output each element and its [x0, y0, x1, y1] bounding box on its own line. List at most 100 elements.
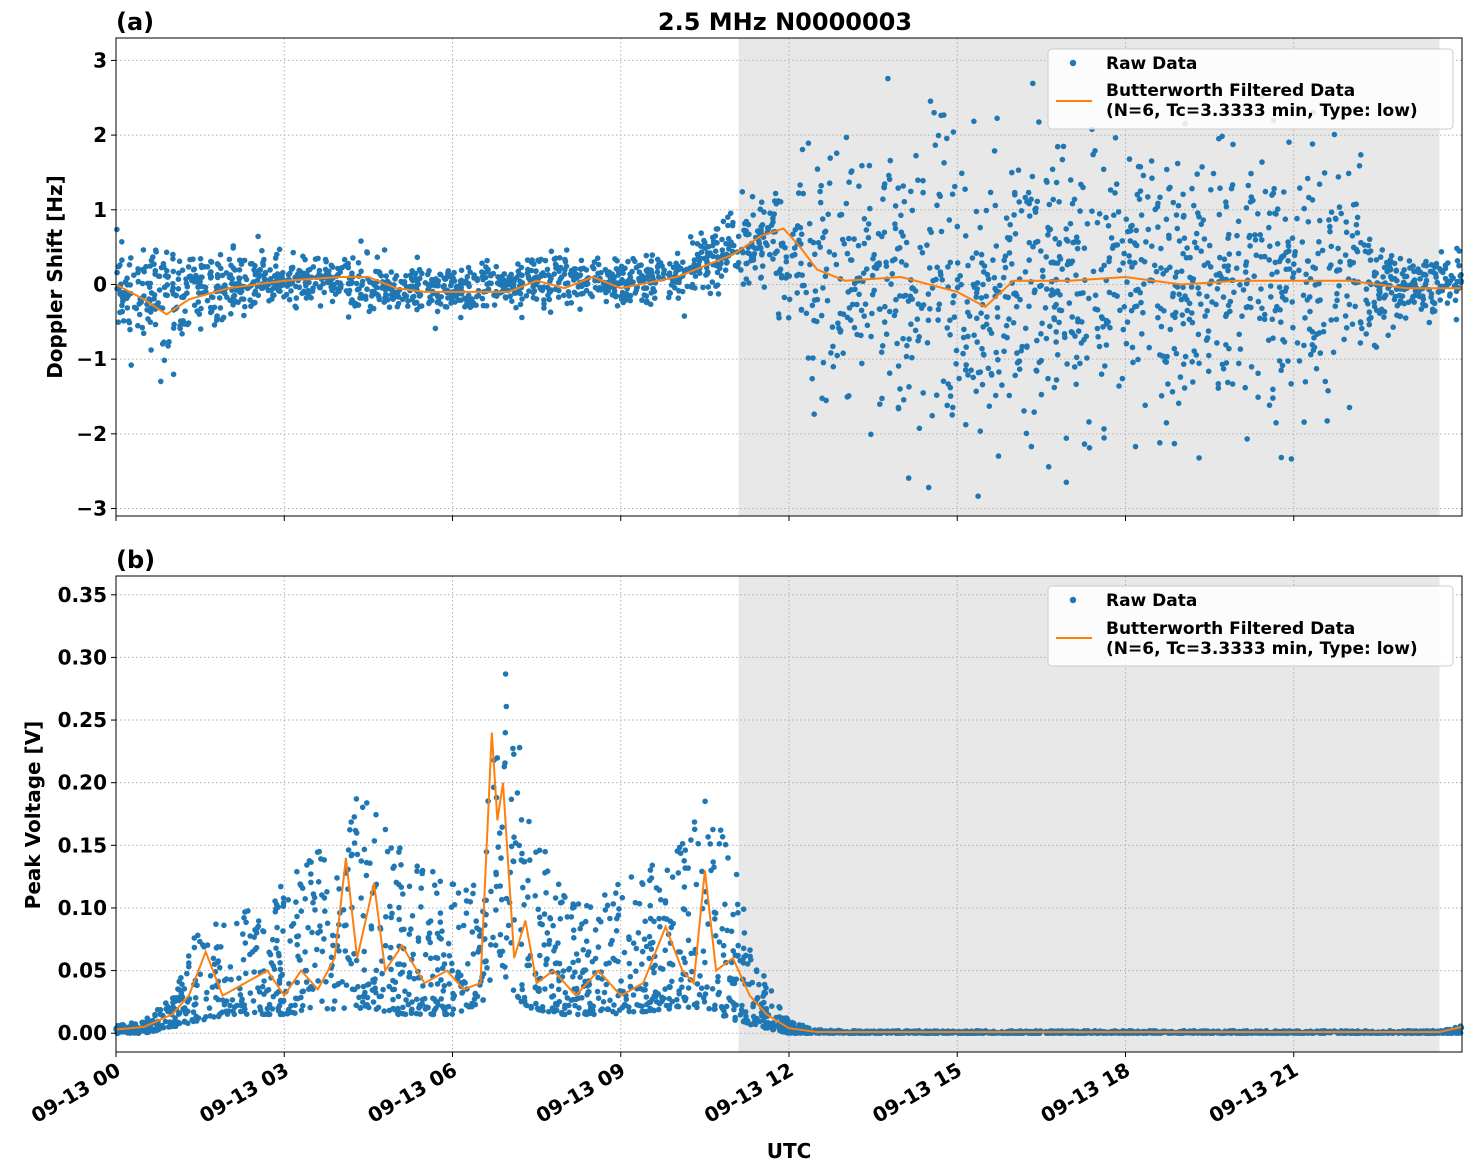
raw-data-point [959, 170, 965, 177]
raw-data-point [573, 951, 580, 957]
raw-data-point [712, 1002, 718, 1009]
raw-data-point [171, 998, 178, 1005]
raw-data-point [1006, 392, 1013, 399]
raw-data-point [685, 985, 692, 991]
raw-data-point [1188, 284, 1195, 290]
raw-data-point [1393, 268, 1400, 274]
raw-data-point [973, 388, 979, 395]
raw-data-point [208, 259, 215, 265]
raw-data-point [1031, 409, 1037, 415]
raw-data-point [1257, 315, 1263, 322]
raw-data-point [630, 940, 637, 946]
raw-data-point [304, 862, 310, 868]
raw-data-point [894, 340, 900, 347]
raw-data-point [761, 284, 768, 290]
raw-data-point [626, 960, 633, 967]
raw-data-point [437, 919, 444, 925]
raw-data-point [1221, 263, 1228, 270]
raw-data-point [1220, 366, 1227, 372]
raw-data-point [719, 1005, 726, 1012]
raw-data-point [856, 183, 862, 189]
raw-data-point [1336, 267, 1343, 273]
raw-data-point [565, 280, 571, 286]
raw-data-point [355, 983, 361, 990]
raw-data-point [236, 288, 242, 295]
raw-data-point [294, 979, 301, 986]
raw-data-point [991, 148, 998, 154]
raw-data-point [935, 132, 942, 139]
raw-data-point [1282, 216, 1289, 222]
raw-data-point [175, 276, 182, 283]
raw-data-point [960, 334, 967, 341]
raw-data-point [1193, 244, 1200, 251]
raw-data-point [1343, 219, 1349, 225]
raw-data-point [931, 109, 937, 116]
raw-data-point [739, 1002, 745, 1009]
raw-data-point [985, 276, 992, 282]
raw-data-point [372, 976, 378, 982]
raw-data-point [1314, 331, 1320, 337]
raw-data-point [662, 900, 669, 906]
raw-data-point [951, 293, 957, 299]
raw-data-point [1410, 293, 1416, 300]
raw-data-point [1178, 296, 1185, 303]
raw-data-point [935, 306, 942, 313]
raw-data-point [1281, 339, 1288, 345]
raw-data-point [962, 367, 969, 373]
raw-data-point [1195, 285, 1201, 291]
raw-data-point [312, 962, 318, 969]
raw-data-point [573, 996, 579, 1003]
raw-data-point [229, 280, 235, 287]
raw-data-point [392, 1007, 398, 1013]
raw-data-point [248, 303, 254, 309]
raw-data-point [1336, 283, 1342, 289]
raw-data-point [1081, 245, 1088, 251]
raw-data-point [657, 260, 664, 266]
raw-data-point [898, 212, 904, 219]
raw-data-point [1444, 300, 1451, 306]
raw-data-point [1278, 319, 1284, 326]
raw-data-point [1080, 290, 1086, 296]
raw-data-point [542, 848, 548, 855]
raw-data-point [486, 280, 493, 286]
raw-data-point [288, 266, 295, 272]
raw-data-point [1089, 208, 1095, 214]
raw-data-point [1456, 262, 1462, 269]
raw-data-point [484, 257, 490, 264]
raw-data-point [823, 397, 829, 404]
raw-data-point [761, 999, 767, 1006]
raw-data-point [1433, 262, 1439, 269]
raw-data-point [812, 288, 819, 294]
raw-data-point [1231, 289, 1237, 296]
raw-data-point [968, 367, 974, 374]
raw-data-point [170, 251, 176, 258]
raw-data-point [941, 160, 947, 166]
raw-data-point [292, 303, 299, 310]
raw-data-point [1073, 381, 1079, 388]
raw-data-point [1243, 205, 1250, 211]
raw-data-point [1406, 258, 1413, 264]
raw-data-point [1179, 312, 1186, 318]
raw-data-point [877, 401, 883, 408]
raw-data-point [498, 855, 504, 861]
raw-data-point [1225, 302, 1232, 309]
raw-data-point [1303, 271, 1309, 278]
raw-data-point [418, 904, 424, 910]
raw-data-point [1177, 374, 1184, 380]
raw-data-point [1388, 252, 1395, 259]
raw-data-point [825, 211, 831, 218]
raw-data-point [590, 1007, 596, 1014]
raw-data-point [589, 293, 595, 300]
raw-data-point [361, 967, 368, 973]
raw-data-point [735, 910, 741, 916]
raw-data-point [274, 937, 280, 944]
raw-data-point [733, 871, 740, 878]
raw-data-point [905, 475, 912, 481]
raw-data-point [541, 301, 547, 307]
raw-data-point [1270, 395, 1276, 401]
raw-data-point [979, 345, 985, 352]
raw-data-point [524, 270, 531, 277]
raw-data-point [596, 285, 603, 291]
raw-data-point [462, 980, 468, 986]
raw-data-point [191, 302, 198, 309]
